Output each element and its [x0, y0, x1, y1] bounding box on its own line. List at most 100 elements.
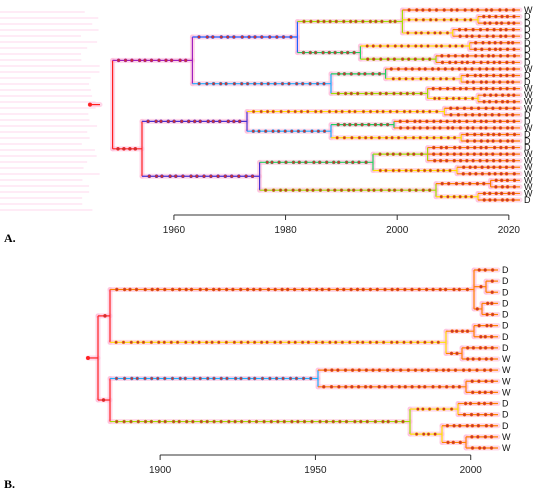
sample-marker: [428, 168, 433, 173]
sample-marker: [484, 379, 488, 384]
sample-marker: [489, 423, 494, 428]
sample-marker: [307, 287, 312, 292]
sample-marker: [486, 60, 490, 65]
sample-marker: [178, 376, 183, 381]
sample-marker: [489, 323, 493, 328]
sample-marker: [154, 174, 159, 179]
sample-marker: [475, 181, 480, 186]
sample-marker: [437, 96, 442, 101]
sample-marker: [321, 50, 325, 55]
sample-marker: [399, 44, 404, 48]
sample-marker: [479, 145, 483, 150]
sample-marker: [305, 188, 310, 193]
sample-marker: [192, 376, 196, 381]
sample-marker: [395, 109, 399, 114]
sample-marker: [273, 340, 277, 345]
sample-marker: [283, 129, 288, 134]
sample-marker: [418, 119, 422, 124]
sample-marker: [512, 171, 517, 176]
sample-marker: [455, 351, 459, 356]
sample-marker: [300, 81, 305, 86]
sample-marker: [438, 31, 443, 35]
sample-marker: [170, 376, 175, 381]
tip-label: D: [502, 298, 509, 308]
sample-marker: [484, 86, 489, 91]
sample-marker: [498, 27, 503, 32]
sample-marker: [410, 67, 415, 71]
sample-marker: [455, 106, 460, 111]
sample-marker: [114, 419, 119, 424]
sample-marker: [157, 419, 162, 424]
sample-marker: [478, 27, 483, 32]
sample-marker: [484, 73, 489, 78]
sample-marker: [478, 126, 483, 130]
sample-marker: [239, 340, 244, 345]
sample-marker: [378, 57, 383, 61]
sample-marker: [379, 188, 384, 193]
sample-marker: [478, 158, 482, 163]
sample-marker: [308, 50, 313, 55]
sample-marker: [460, 60, 464, 65]
sample-marker: [386, 419, 391, 424]
sample-marker: [224, 340, 229, 345]
sample-marker: [149, 376, 154, 381]
sample-marker: [497, 132, 502, 137]
sample-marker: [128, 146, 132, 151]
sample-marker: [391, 168, 396, 173]
sample-marker: [363, 72, 367, 76]
tip-label: D: [502, 399, 509, 409]
sample-marker: [257, 129, 261, 134]
sample-marker: [462, 412, 467, 417]
sample-marker: [505, 119, 510, 124]
sample-marker: [346, 188, 351, 193]
sample-marker: [322, 129, 327, 134]
sample-marker: [465, 152, 470, 156]
sample-marker: [498, 106, 502, 111]
sample-marker: [494, 21, 499, 25]
sample-marker: [430, 340, 434, 345]
sample-marker: [475, 8, 480, 12]
sample-marker: [440, 181, 445, 186]
sample-marker: [383, 287, 387, 292]
sample-marker: [116, 58, 121, 63]
sample-marker: [398, 126, 403, 130]
sample-marker: [141, 340, 146, 345]
sample-marker: [512, 14, 516, 19]
sample-marker: [232, 340, 237, 345]
sample-marker: [445, 86, 450, 91]
sample-marker: [470, 96, 475, 101]
sample-marker: [504, 165, 509, 170]
background-haze: [0, 11, 100, 211]
sample-marker: [282, 419, 287, 424]
sample-marker: [444, 96, 449, 101]
sample-marker: [419, 91, 424, 96]
sample-marker: [505, 99, 510, 104]
sample-marker: [439, 135, 444, 140]
sample-marker: [479, 284, 483, 289]
sample-marker: [239, 419, 244, 424]
sample-marker: [446, 368, 451, 372]
sample-marker: [368, 109, 373, 114]
sample-marker: [419, 152, 424, 156]
sample-marker: [410, 384, 414, 389]
sample-marker: [491, 139, 495, 143]
sample-marker: [499, 21, 504, 25]
sample-marker: [489, 390, 494, 395]
sample-marker: [383, 384, 387, 389]
sample-marker: [210, 340, 214, 345]
sample-marker: [219, 376, 224, 381]
sample-marker: [310, 129, 314, 134]
sample-marker: [487, 47, 492, 52]
sample-marker: [487, 171, 492, 176]
sample-marker: [114, 340, 118, 345]
sample-marker: [488, 368, 493, 372]
sample-marker: [299, 109, 304, 114]
sample-marker: [457, 67, 462, 71]
sample-marker: [191, 419, 195, 424]
sample-marker: [477, 268, 482, 272]
sample-marker: [178, 58, 182, 63]
sample-marker: [511, 165, 515, 170]
sample-marker: [348, 19, 353, 24]
